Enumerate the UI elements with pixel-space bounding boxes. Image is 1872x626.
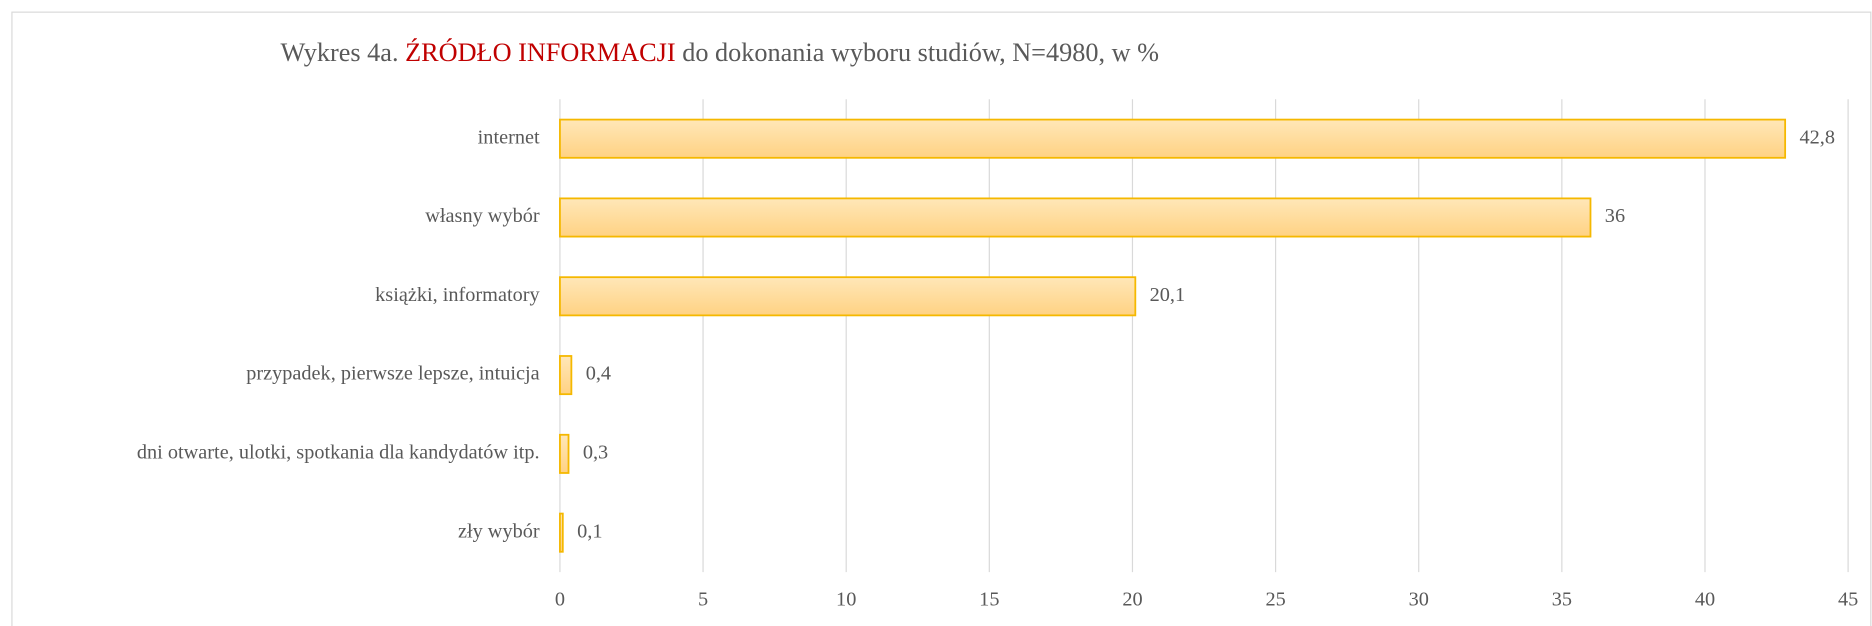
x-tick-label: 25	[1265, 588, 1285, 610]
y-tick-label: internet	[478, 126, 540, 148]
bar	[559, 276, 1137, 317]
y-tick-label: dni otwarte, ulotki, spotkania dla kandy…	[137, 442, 540, 464]
data-label: 0,1	[577, 520, 602, 542]
bar	[559, 197, 1592, 238]
bar	[559, 118, 1787, 159]
x-tick-label: 45	[1838, 588, 1858, 610]
title-part: do dokonania wyboru studiów, N=4980, w %	[676, 38, 1159, 67]
title-part: ŹRÓDŁO INFORMACJI	[405, 37, 676, 67]
bar	[559, 355, 573, 396]
x-tick-label: 5	[698, 588, 708, 610]
bar	[559, 433, 570, 474]
x-tick-label: 15	[979, 588, 999, 610]
chart-title: Wykres 4a. ŹRÓDŁO INFORMACJI do dokonani…	[281, 37, 1159, 67]
data-label: 20,1	[1150, 284, 1186, 306]
y-tick-label: własny wybór	[425, 205, 540, 227]
title-part: Wykres 4a.	[281, 38, 406, 67]
x-tick-label: 10	[836, 588, 856, 610]
data-label: 36	[1605, 205, 1625, 227]
data-label: 0,3	[583, 442, 608, 464]
y-tick-label: książki, informatory	[375, 284, 540, 306]
chart-frame	[11, 11, 1872, 626]
bar	[559, 512, 564, 553]
x-tick-label: 35	[1552, 588, 1572, 610]
y-tick-label: przypadek, pierwsze lepsze, intuicja	[246, 363, 539, 385]
x-tick-label: 0	[555, 588, 565, 610]
data-label: 0,4	[586, 363, 611, 385]
x-tick-label: 30	[1409, 588, 1429, 610]
x-tick-label: 40	[1695, 588, 1715, 610]
data-label: 42,8	[1799, 126, 1834, 148]
y-tick-label: zły wybór	[458, 520, 540, 542]
x-tick-label: 20	[1122, 588, 1142, 610]
